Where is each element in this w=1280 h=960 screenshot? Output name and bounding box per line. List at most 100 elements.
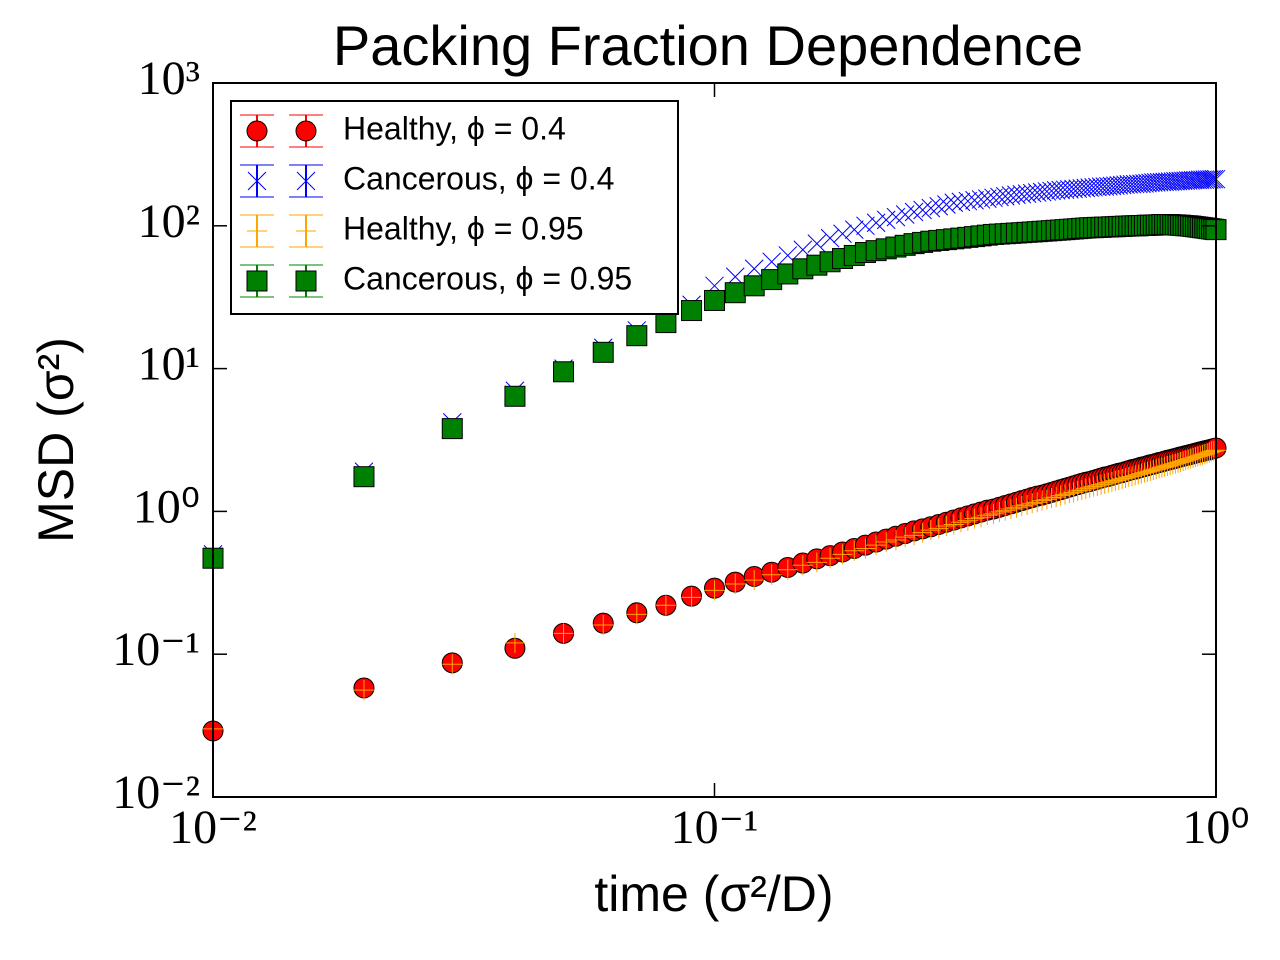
- marker: [1180, 448, 1201, 469]
- marker: [844, 540, 865, 561]
- marker: [1022, 493, 1043, 514]
- marker: [885, 530, 906, 551]
- marker: [971, 190, 991, 209]
- marker: [832, 544, 853, 565]
- series: [203, 440, 1226, 739]
- legend-marker: [296, 221, 316, 241]
- x-tick-label: 10⁻¹: [671, 801, 759, 854]
- marker: [1036, 489, 1057, 510]
- marker: [553, 361, 575, 383]
- marker: [1170, 451, 1191, 472]
- marker: [353, 466, 375, 488]
- marker: [856, 216, 875, 236]
- marker: [936, 516, 957, 537]
- marker: [724, 282, 746, 304]
- marker: [1011, 496, 1032, 517]
- marker: [921, 198, 941, 218]
- marker: [1204, 169, 1224, 189]
- marker: [1050, 485, 1071, 506]
- marker: [1063, 482, 1084, 503]
- marker: [1165, 453, 1186, 474]
- marker: [1134, 462, 1155, 483]
- marker: [977, 505, 998, 526]
- marker: [1027, 492, 1048, 513]
- marker: [807, 234, 827, 253]
- marker: [1059, 483, 1080, 504]
- marker: [989, 502, 1010, 523]
- legend-label: Cancerous, ϕ = 0.95: [343, 260, 632, 296]
- marker: [912, 522, 933, 543]
- marker: [1173, 451, 1194, 472]
- marker: [904, 202, 924, 222]
- y-tick-label: 10³: [138, 52, 200, 105]
- marker: [1168, 452, 1189, 473]
- marker: [1068, 179, 1088, 199]
- marker: [1017, 184, 1037, 203]
- marker: [792, 555, 813, 576]
- marker: [626, 325, 648, 347]
- marker: [1151, 457, 1172, 478]
- marker: [353, 680, 374, 701]
- marker: [1087, 475, 1108, 496]
- marker: [1128, 174, 1148, 194]
- marker: [1064, 179, 1083, 199]
- marker: [866, 535, 887, 556]
- marker: [1017, 494, 1038, 515]
- marker: [1157, 455, 1178, 476]
- y-tick-label: 10¹: [138, 338, 200, 391]
- marker: [913, 200, 932, 220]
- marker: [681, 300, 703, 322]
- marker: [1067, 480, 1088, 501]
- marker: [820, 548, 841, 569]
- marker: [1046, 487, 1067, 508]
- marker: [744, 259, 764, 279]
- marker: [928, 518, 949, 539]
- x-tick-label: 10⁻²: [169, 801, 257, 854]
- y-tick-label: 10⁻¹: [112, 623, 200, 676]
- marker: [876, 532, 897, 553]
- x-tick-label: 10⁰: [1182, 801, 1249, 854]
- y-tick-label: 10²: [138, 195, 200, 248]
- legend: Healthy, ϕ = 0.4 Cancerous, ϕ = 0.4 Health…: [230, 100, 679, 315]
- y-tick-label: 10⁰: [133, 480, 200, 533]
- marker: [984, 188, 1003, 208]
- marker: [866, 213, 886, 233]
- marker: [1202, 169, 1221, 189]
- marker: [1201, 441, 1222, 462]
- marker: [442, 654, 463, 675]
- marker: [1178, 449, 1199, 470]
- legend-label: Healthy, ϕ = 0.95: [343, 210, 584, 246]
- marker: [655, 312, 677, 334]
- marker: [1160, 455, 1181, 476]
- marker: [1032, 490, 1053, 511]
- legend-label: Cancerous, ϕ = 0.4: [343, 160, 614, 196]
- x-axis-label: time (σ²/D): [594, 866, 833, 922]
- marker: [1041, 488, 1062, 509]
- marker: [1000, 498, 1021, 519]
- marker: [1075, 478, 1096, 499]
- marker: [655, 595, 676, 616]
- marker: [1162, 454, 1183, 475]
- marker: [920, 520, 941, 541]
- marker: [1083, 476, 1104, 497]
- marker: [1203, 440, 1224, 461]
- marker: [704, 580, 725, 601]
- legend-marker: [296, 171, 316, 191]
- marker: [1006, 497, 1027, 518]
- marker: [1137, 461, 1158, 482]
- marker: [1140, 460, 1161, 481]
- marker: [761, 564, 782, 585]
- y-axis-label: MSD (σ²): [28, 337, 84, 543]
- marker: [806, 552, 827, 573]
- marker: [977, 189, 997, 208]
- marker: [1178, 171, 1198, 190]
- marker: [833, 224, 852, 244]
- marker: [681, 587, 702, 608]
- marker: [1149, 458, 1170, 479]
- legend-label: Healthy, ϕ = 0.4: [343, 110, 566, 146]
- marker: [1131, 463, 1152, 484]
- legend-marker: [295, 120, 317, 142]
- marker: [441, 418, 463, 440]
- marker: [1132, 174, 1151, 194]
